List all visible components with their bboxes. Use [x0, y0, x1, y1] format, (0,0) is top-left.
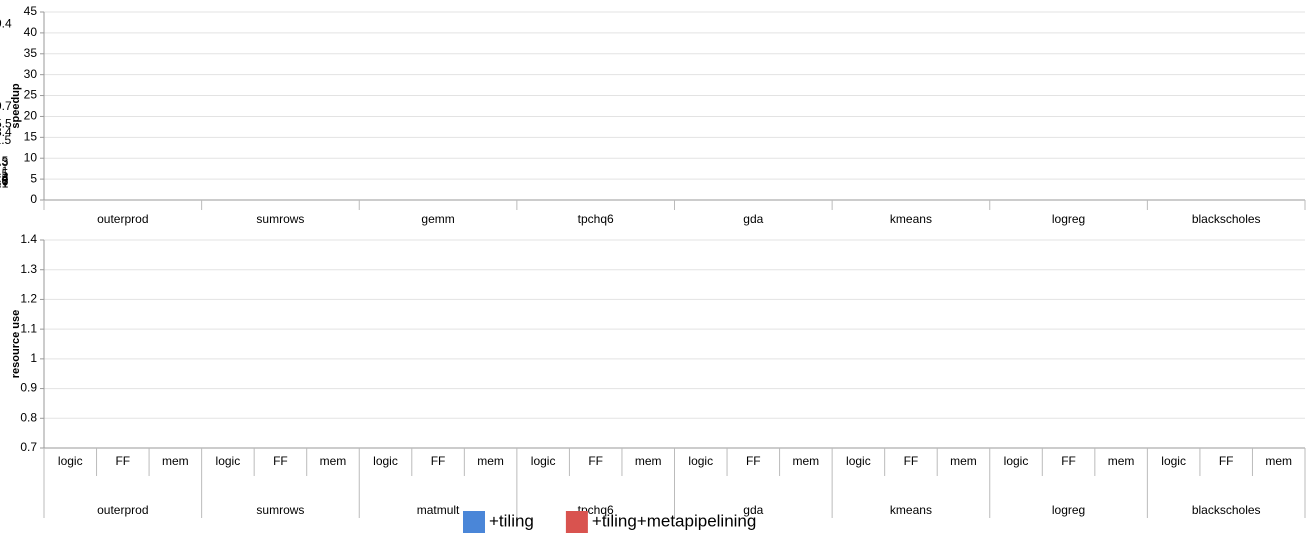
y-tick-label: 0.8: [20, 410, 37, 424]
x-tick-label: gda: [743, 212, 763, 226]
x-tick-label: tpchq6: [578, 212, 614, 226]
x-tick-label: FF: [1219, 454, 1234, 468]
group-label: matmult: [417, 503, 460, 517]
y-tick-label: 20: [24, 109, 38, 123]
data-label: 1.7: [0, 174, 9, 188]
data-label: 15.5: [0, 116, 12, 130]
group-label: outerprod: [97, 503, 148, 517]
x-tick-label: logic: [373, 454, 398, 468]
x-tick-label: logic: [58, 454, 83, 468]
legend-swatch: [565, 511, 588, 533]
x-tick-label: mem: [162, 454, 189, 468]
x-tick-label: FF: [904, 454, 919, 468]
x-tick-label: FF: [1061, 454, 1076, 468]
x-tick-label: FF: [588, 454, 603, 468]
y-tick-label: 5: [30, 171, 37, 185]
x-tick-label: mem: [320, 454, 347, 468]
x-tick-label: mem: [1265, 454, 1292, 468]
data-label: 1.1: [0, 177, 9, 191]
x-tick-label: logic: [531, 454, 556, 468]
data-label: 19.7: [0, 99, 12, 113]
y-tick-label: 40: [24, 25, 38, 39]
data-label: 1.6: [0, 174, 9, 188]
y-tick-label: 1.3: [20, 262, 37, 276]
x-tick-label: FF: [746, 454, 761, 468]
y-tick-label: 1.2: [20, 292, 37, 306]
group-label: kmeans: [890, 503, 932, 517]
x-tick-label: mem: [635, 454, 662, 468]
y-tick-label: 0.9: [20, 381, 37, 395]
x-tick-label: gemm: [421, 212, 454, 226]
x-tick-label: logic: [1004, 454, 1029, 468]
legend-swatch: [463, 511, 485, 533]
data-label: 6.3: [0, 155, 9, 169]
group-label: blackscholes: [1192, 503, 1261, 517]
y-tick-label: 35: [24, 46, 38, 60]
y-tick-label: 10: [24, 150, 38, 164]
data-label: 1.8: [0, 174, 9, 188]
x-tick-label: mem: [477, 454, 504, 468]
y-tick-label: 15: [24, 130, 38, 144]
y-tick-label: 25: [24, 88, 38, 102]
group-label: gda: [743, 503, 763, 517]
legend-label: +tiling+metapipelining: [592, 511, 756, 530]
data-label: 6.5: [0, 154, 9, 168]
data-label: 11.5: [0, 133, 12, 147]
x-tick-label: logic: [688, 454, 713, 468]
x-tick-label: logic: [1161, 454, 1186, 468]
y-tick-label: 1.4: [20, 232, 37, 246]
x-tick-label: mem: [793, 454, 820, 468]
x-tick-label: kmeans: [890, 212, 932, 226]
data-label: 13.4: [0, 125, 12, 139]
group-label: logreg: [1052, 503, 1085, 517]
data-label: 2.0: [0, 173, 9, 187]
data-label: 4.1: [0, 164, 9, 178]
x-tick-label: outerprod: [97, 212, 148, 226]
data-label: 1.1: [0, 177, 9, 191]
x-tick-label: mem: [950, 454, 977, 468]
y-tick-label: 0: [30, 192, 37, 206]
x-tick-label: logreg: [1052, 212, 1085, 226]
x-tick-label: logic: [846, 454, 871, 468]
data-label: 39.4: [0, 17, 12, 31]
x-tick-label: blackscholes: [1192, 212, 1261, 226]
y-tick-label: 1.1: [20, 321, 37, 335]
y-tick-label: 1: [30, 351, 37, 365]
x-tick-label: mem: [1108, 454, 1135, 468]
y-tick-label: 30: [24, 67, 38, 81]
y-axis-title: resource use: [10, 310, 22, 378]
x-tick-label: sumrows: [256, 212, 304, 226]
legend-label: +tiling: [489, 511, 534, 530]
y-tick-label: 0.7: [20, 440, 37, 454]
x-tick-label: logic: [216, 454, 241, 468]
data-label: 3.5: [0, 167, 9, 181]
data-label: 2.4: [0, 171, 9, 185]
x-tick-label: FF: [273, 454, 288, 468]
y-tick-label: 45: [24, 4, 38, 18]
group-label: sumrows: [256, 503, 304, 517]
y-axis-title: speedup: [10, 83, 22, 129]
x-tick-label: FF: [115, 454, 130, 468]
x-tick-label: FF: [431, 454, 446, 468]
